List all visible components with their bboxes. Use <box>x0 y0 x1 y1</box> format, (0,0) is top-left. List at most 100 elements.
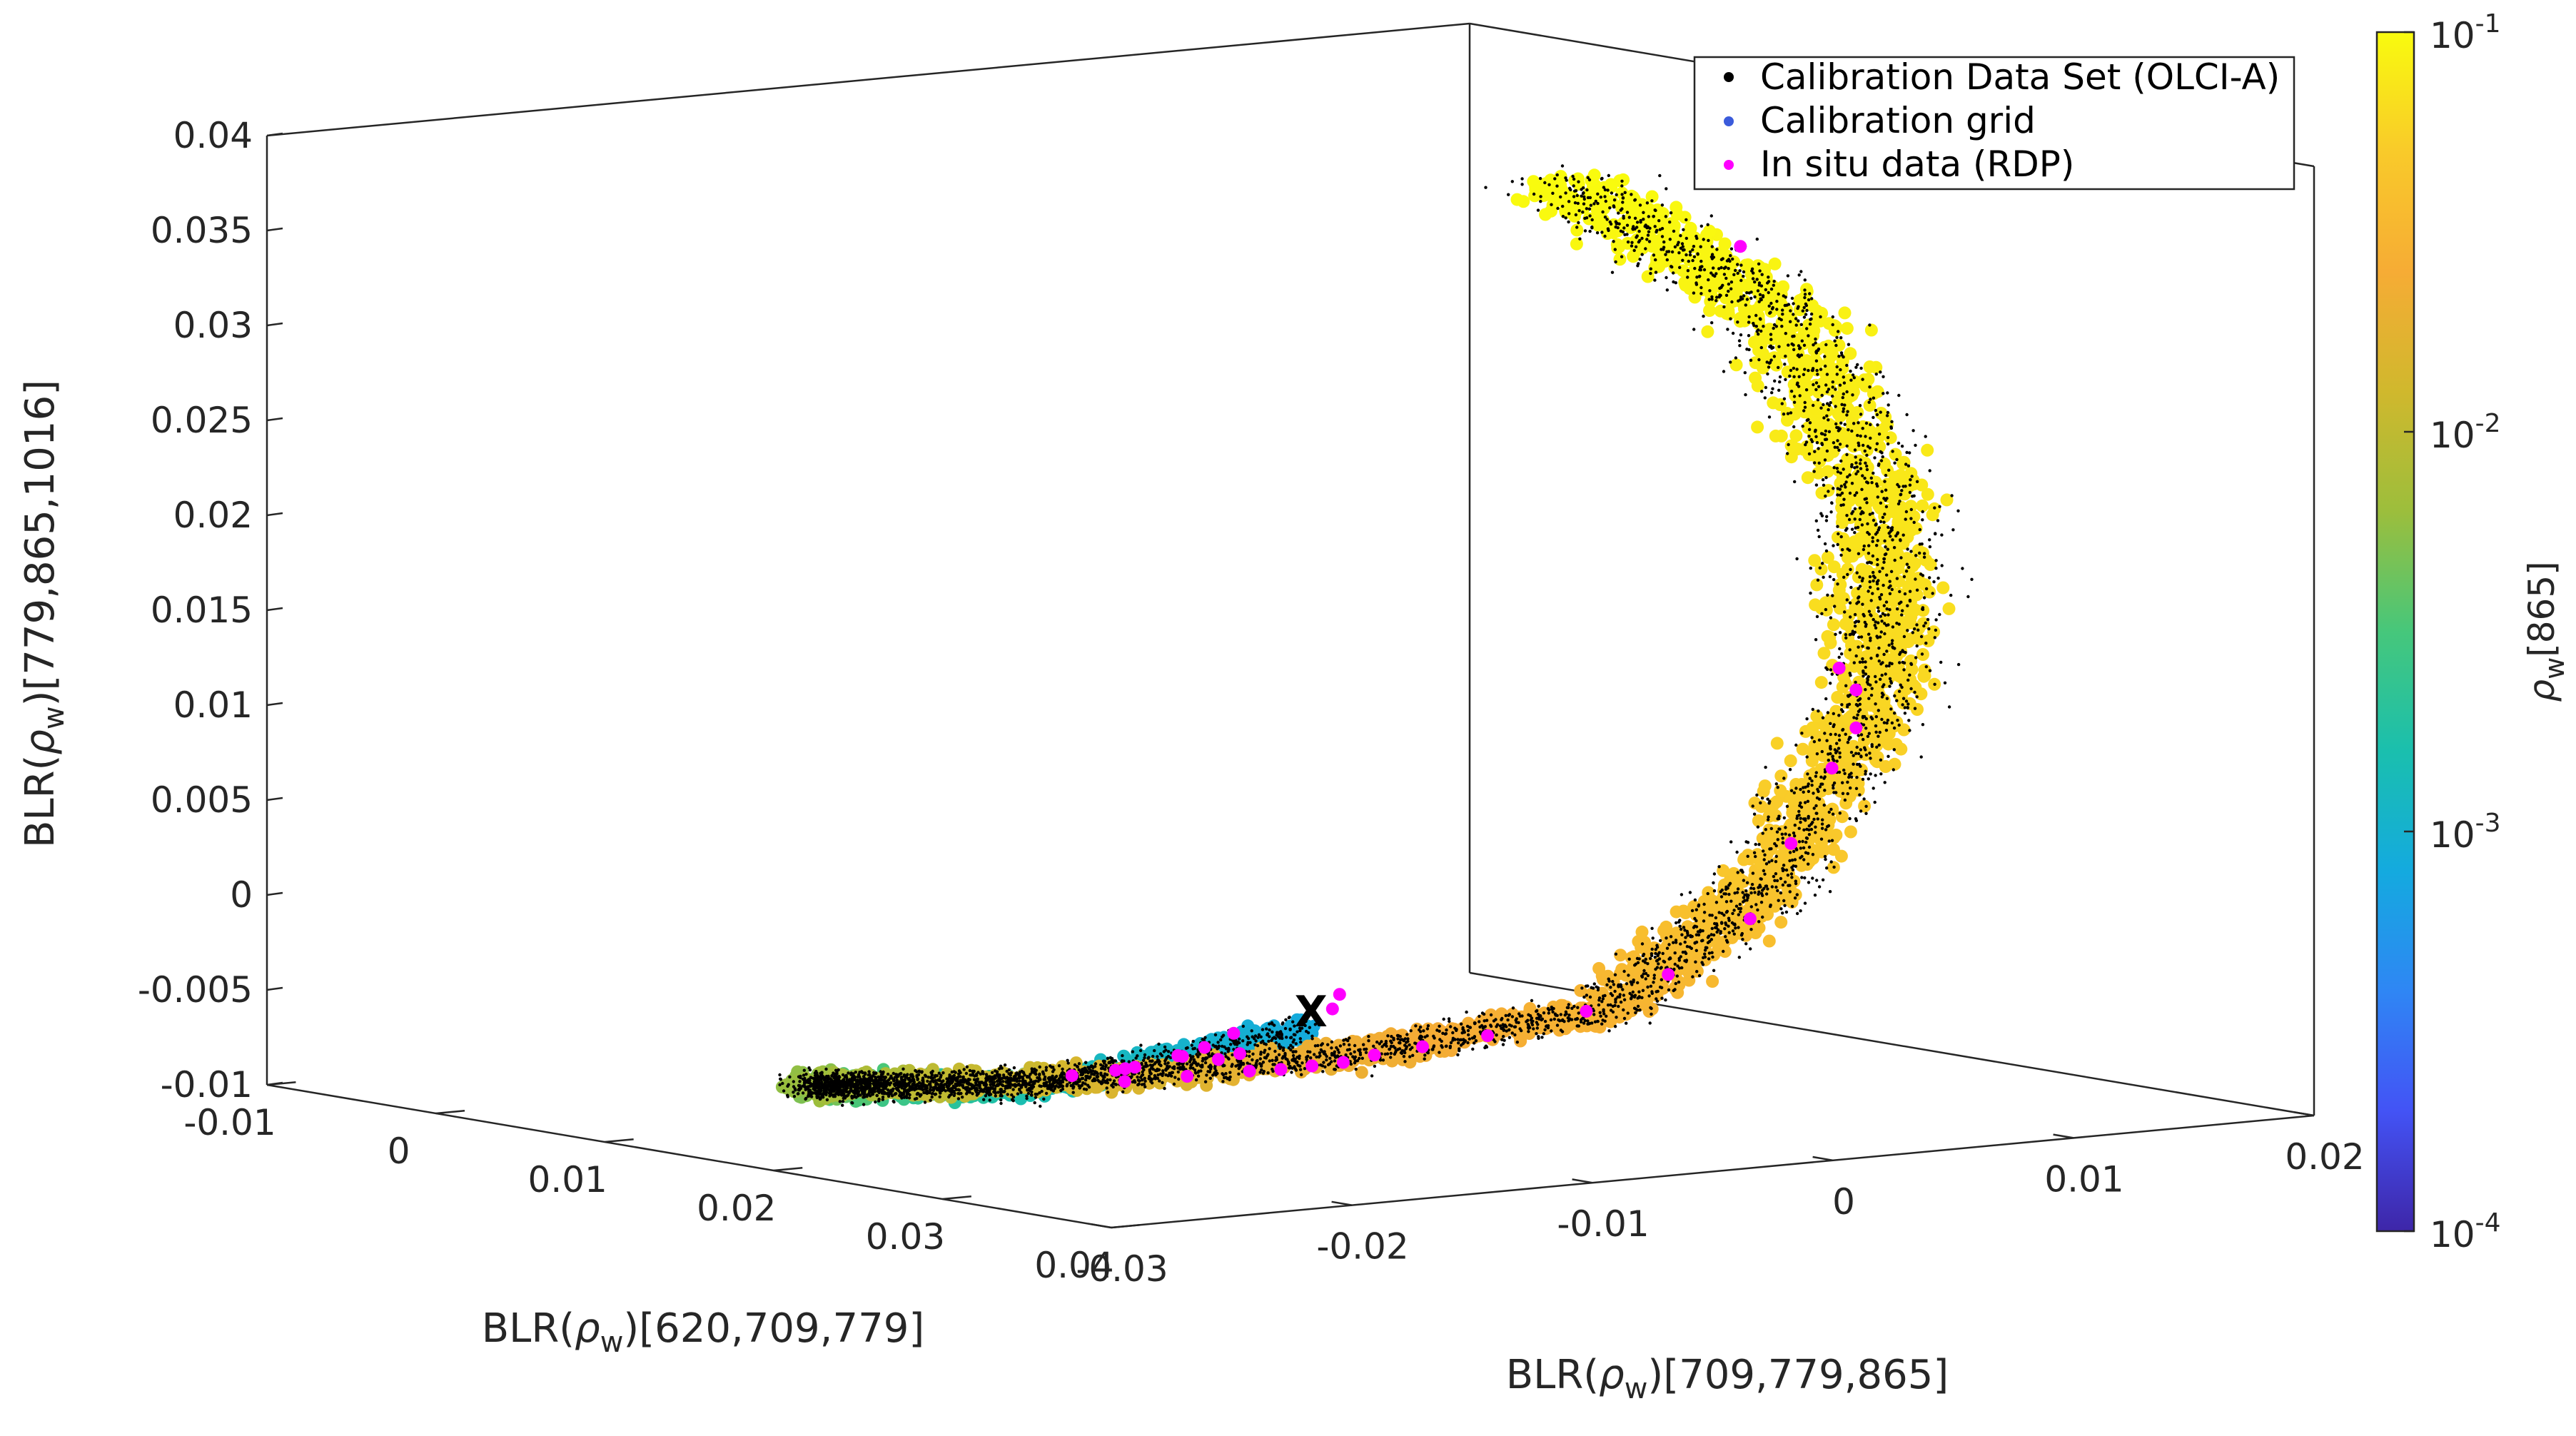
grid-point <box>1732 871 1746 885</box>
z-axis-ticks: -0.01-0.00500.0050.010.0150.020.0250.030… <box>138 115 283 1106</box>
dataset-point <box>1036 1079 1040 1083</box>
dataset-point <box>1295 1030 1299 1033</box>
dataset-point <box>956 1097 961 1101</box>
grid-point <box>1355 1066 1368 1079</box>
y-tick-label: 0 <box>1832 1181 1855 1223</box>
dataset-point <box>1246 1035 1249 1038</box>
dataset-point <box>1224 1047 1228 1051</box>
dataset-point <box>953 1091 956 1096</box>
grid-point <box>1768 257 1782 270</box>
dataset-point <box>1163 1062 1167 1066</box>
dataset-point <box>1147 1056 1151 1059</box>
x-tick-label: 0.02 <box>697 1188 776 1229</box>
grid-point <box>1742 304 1755 318</box>
grid-point <box>1770 858 1784 871</box>
grid-point <box>1684 221 1697 235</box>
grid-point <box>1891 660 1905 674</box>
dataset-point <box>1241 1039 1245 1043</box>
z-tick-label: -0.01 <box>161 1064 253 1106</box>
grid-point <box>1701 325 1714 338</box>
z-tick-label: 0.02 <box>173 495 253 536</box>
dataset-point <box>937 1071 941 1075</box>
grid-point <box>1838 306 1852 320</box>
grid-point <box>1884 431 1897 445</box>
dataset-point <box>1025 1094 1029 1098</box>
grid-point <box>1861 565 1874 578</box>
dataset-point <box>931 1091 935 1096</box>
dataset-point <box>996 1091 1000 1094</box>
z-tick-label: 0.015 <box>151 590 253 631</box>
z-tick-mark <box>266 607 283 612</box>
grid-point <box>1660 920 1673 934</box>
dataset-point <box>1231 1053 1234 1057</box>
dataset-point <box>859 1093 862 1097</box>
grid-point <box>1904 655 1917 668</box>
grid-point <box>1921 487 1934 501</box>
grid-point <box>1592 961 1606 975</box>
dataset-point <box>1266 1033 1269 1037</box>
x-tick-label: 0 <box>388 1131 410 1172</box>
grid-point <box>1822 339 1835 353</box>
dataset-point <box>1127 1060 1131 1063</box>
grid-point <box>1800 440 1814 453</box>
grid-point <box>1916 546 1929 560</box>
grid-point <box>1587 168 1601 182</box>
dataset-point <box>1101 1078 1105 1082</box>
grid-point <box>1821 465 1834 478</box>
dataset-point <box>862 1103 866 1106</box>
z-tick-label: 0.03 <box>173 305 253 346</box>
grid-point <box>1767 396 1780 410</box>
grid-point <box>1851 405 1864 419</box>
grid-point <box>1571 172 1585 186</box>
dataset-point <box>1285 1036 1288 1039</box>
grid-point <box>1774 784 1787 797</box>
grid-point <box>1863 398 1877 412</box>
grid-point <box>1582 212 1596 226</box>
dataset-point <box>1015 1079 1019 1083</box>
grid-point <box>1904 673 1917 686</box>
dataset-point <box>1253 1034 1258 1038</box>
grid-point <box>1904 467 1918 480</box>
grid-point <box>1295 1045 1309 1058</box>
grid-point <box>1842 712 1855 725</box>
grid-point <box>1768 899 1782 913</box>
dataset-point <box>1203 1036 1207 1040</box>
dataset-point <box>1288 1027 1292 1031</box>
dataset-point <box>1061 1067 1064 1071</box>
dataset-point <box>1283 1026 1288 1031</box>
dataset-point <box>1153 1048 1156 1053</box>
grid-point <box>779 1078 793 1091</box>
dataset-point <box>1188 1053 1192 1058</box>
z-tick-mark <box>266 891 283 896</box>
grid-point <box>1903 579 1916 592</box>
dataset-point <box>1202 1038 1206 1042</box>
grid-point <box>1863 360 1877 373</box>
grid-point <box>1751 420 1764 434</box>
grid-point <box>1753 261 1767 273</box>
dataset-point <box>1158 1052 1163 1056</box>
grid-point <box>1677 242 1690 255</box>
grid-point <box>1800 368 1814 381</box>
grid-point <box>1659 953 1672 966</box>
dataset-point <box>804 1072 808 1076</box>
grid-point <box>1308 1036 1322 1050</box>
grid-point <box>1849 764 1863 778</box>
dataset-point <box>1138 1048 1143 1053</box>
dataset-point <box>1213 1045 1217 1048</box>
x-axis-label: BLR(ρw)[620,709,779] <box>482 1305 924 1359</box>
dataset-point <box>1193 1046 1197 1051</box>
grid-point <box>1787 790 1801 804</box>
dataset-point <box>1221 1033 1226 1037</box>
z-tick-mark <box>266 132 283 137</box>
grid-point <box>1834 578 1847 592</box>
dataset-point <box>1141 1058 1146 1063</box>
box-edge <box>266 22 1470 137</box>
grid-point <box>1677 904 1690 918</box>
grid-point <box>1889 448 1902 461</box>
dataset-point <box>1161 1069 1165 1073</box>
dataset-point <box>987 1093 991 1097</box>
grid-point <box>1827 618 1840 632</box>
dataset-point <box>1113 1059 1118 1063</box>
dataset-point <box>971 1092 974 1096</box>
dataset-point <box>1106 1056 1110 1061</box>
